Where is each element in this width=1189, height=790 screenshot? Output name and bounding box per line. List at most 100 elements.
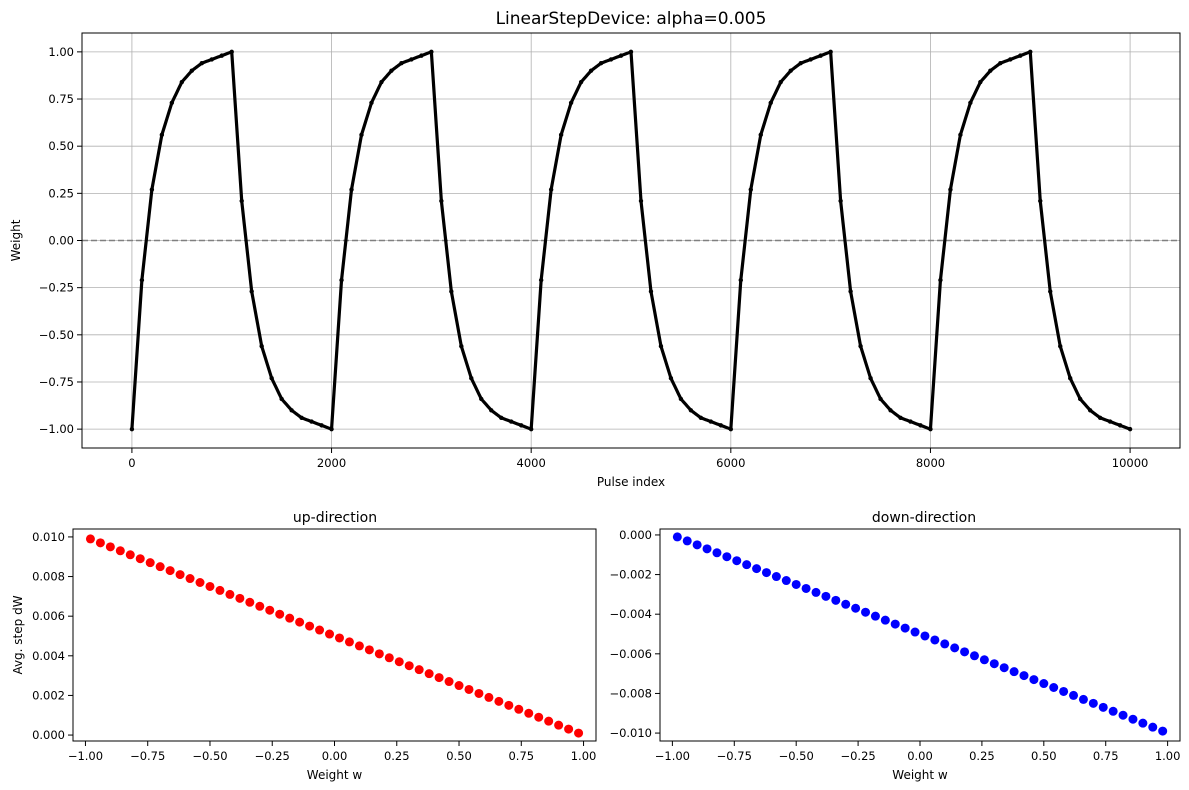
data-point bbox=[528, 426, 534, 432]
data-point bbox=[125, 550, 135, 560]
data-point bbox=[918, 423, 923, 428]
data-point bbox=[189, 68, 194, 73]
data-point bbox=[900, 623, 910, 633]
x-tick-label: −1.00 bbox=[68, 749, 103, 763]
data-point bbox=[339, 277, 344, 283]
data-point bbox=[474, 688, 484, 698]
data-point bbox=[1018, 53, 1023, 58]
data-point bbox=[419, 53, 424, 58]
y-tick-label: −0.50 bbox=[39, 328, 74, 342]
data-point bbox=[588, 68, 594, 73]
data-point bbox=[235, 593, 245, 603]
y-tick-label: 1.00 bbox=[48, 45, 74, 59]
data-point bbox=[1097, 415, 1103, 421]
y-tick-label: 0.00 bbox=[48, 234, 74, 248]
data-point bbox=[499, 415, 504, 421]
data-point bbox=[989, 659, 999, 669]
data-point bbox=[738, 277, 743, 283]
data-point bbox=[1039, 679, 1049, 689]
data-point bbox=[548, 187, 554, 192]
data-point bbox=[334, 633, 344, 643]
x-tick-label: 2000 bbox=[317, 456, 346, 470]
data-point bbox=[752, 564, 762, 574]
data-point bbox=[712, 548, 722, 558]
x-tick-label: −0.25 bbox=[255, 749, 290, 763]
data-point bbox=[1038, 198, 1043, 204]
data-point bbox=[672, 532, 682, 542]
x-tick-label: 0.25 bbox=[969, 749, 995, 763]
data-point bbox=[999, 663, 1009, 673]
x-axis-label: Pulse index bbox=[597, 475, 665, 489]
data-point bbox=[728, 426, 734, 432]
data-point bbox=[748, 187, 753, 192]
data-point bbox=[299, 415, 304, 421]
data-point bbox=[469, 376, 474, 381]
data-point bbox=[225, 589, 235, 599]
data-point bbox=[648, 289, 654, 294]
y-tick-label: −0.006 bbox=[609, 647, 652, 661]
x-tick-label: −0.25 bbox=[840, 749, 875, 763]
data-point bbox=[598, 60, 604, 66]
data-point bbox=[930, 635, 940, 645]
data-point bbox=[908, 419, 913, 424]
data-point bbox=[245, 597, 255, 607]
data-point bbox=[1138, 718, 1148, 728]
data-point bbox=[169, 100, 175, 105]
data-point bbox=[718, 423, 724, 428]
data-point bbox=[808, 57, 813, 62]
data-point bbox=[698, 415, 704, 421]
data-point bbox=[811, 587, 821, 597]
data-point bbox=[1118, 710, 1128, 720]
x-tick-label: 0.75 bbox=[508, 749, 534, 763]
data-point bbox=[309, 419, 314, 424]
data-point bbox=[249, 289, 254, 294]
x-tick-label: 0 bbox=[128, 456, 135, 470]
data-point bbox=[778, 79, 783, 85]
y-tick-label: −0.75 bbox=[39, 375, 74, 389]
data-point bbox=[1128, 714, 1138, 724]
data-point bbox=[175, 570, 185, 580]
x-tick-label: 1.00 bbox=[1155, 749, 1181, 763]
data-point bbox=[868, 376, 873, 381]
data-point bbox=[449, 289, 454, 294]
data-point bbox=[828, 49, 833, 55]
data-point bbox=[1117, 423, 1123, 428]
data-point bbox=[484, 692, 494, 702]
y-tick-label: 0.006 bbox=[32, 609, 65, 623]
data-point bbox=[564, 724, 574, 734]
data-point bbox=[969, 651, 979, 661]
data-point bbox=[394, 657, 404, 667]
data-point bbox=[205, 581, 215, 591]
data-point bbox=[761, 568, 771, 578]
data-point bbox=[558, 132, 564, 138]
data-point bbox=[1108, 706, 1118, 716]
data-point bbox=[444, 677, 454, 687]
data-point bbox=[1028, 49, 1033, 55]
data-point bbox=[404, 661, 414, 671]
x-tick-label: 0.00 bbox=[907, 749, 933, 763]
data-point bbox=[519, 423, 524, 428]
data-point bbox=[95, 538, 105, 548]
data-point bbox=[215, 585, 225, 595]
x-tick-label: −1.00 bbox=[655, 749, 690, 763]
data-point bbox=[878, 396, 883, 402]
y-tick-label: 0.000 bbox=[32, 728, 65, 742]
data-point bbox=[544, 716, 554, 726]
data-point bbox=[464, 684, 474, 694]
y-axis-label: Avg. step dW bbox=[11, 595, 25, 674]
data-point bbox=[145, 558, 155, 568]
data-point bbox=[319, 423, 324, 428]
data-point bbox=[890, 619, 900, 629]
x-axis-label: Weight w bbox=[892, 768, 948, 782]
data-point bbox=[279, 396, 284, 402]
data-point bbox=[359, 132, 364, 138]
data-point bbox=[678, 396, 684, 402]
data-point bbox=[702, 544, 712, 554]
data-point bbox=[801, 583, 811, 593]
data-point bbox=[409, 57, 414, 62]
data-point bbox=[165, 566, 175, 576]
subplot-title-up: up-direction bbox=[293, 510, 377, 526]
data-point bbox=[85, 534, 95, 544]
data-point bbox=[638, 198, 644, 204]
data-point bbox=[928, 426, 933, 432]
